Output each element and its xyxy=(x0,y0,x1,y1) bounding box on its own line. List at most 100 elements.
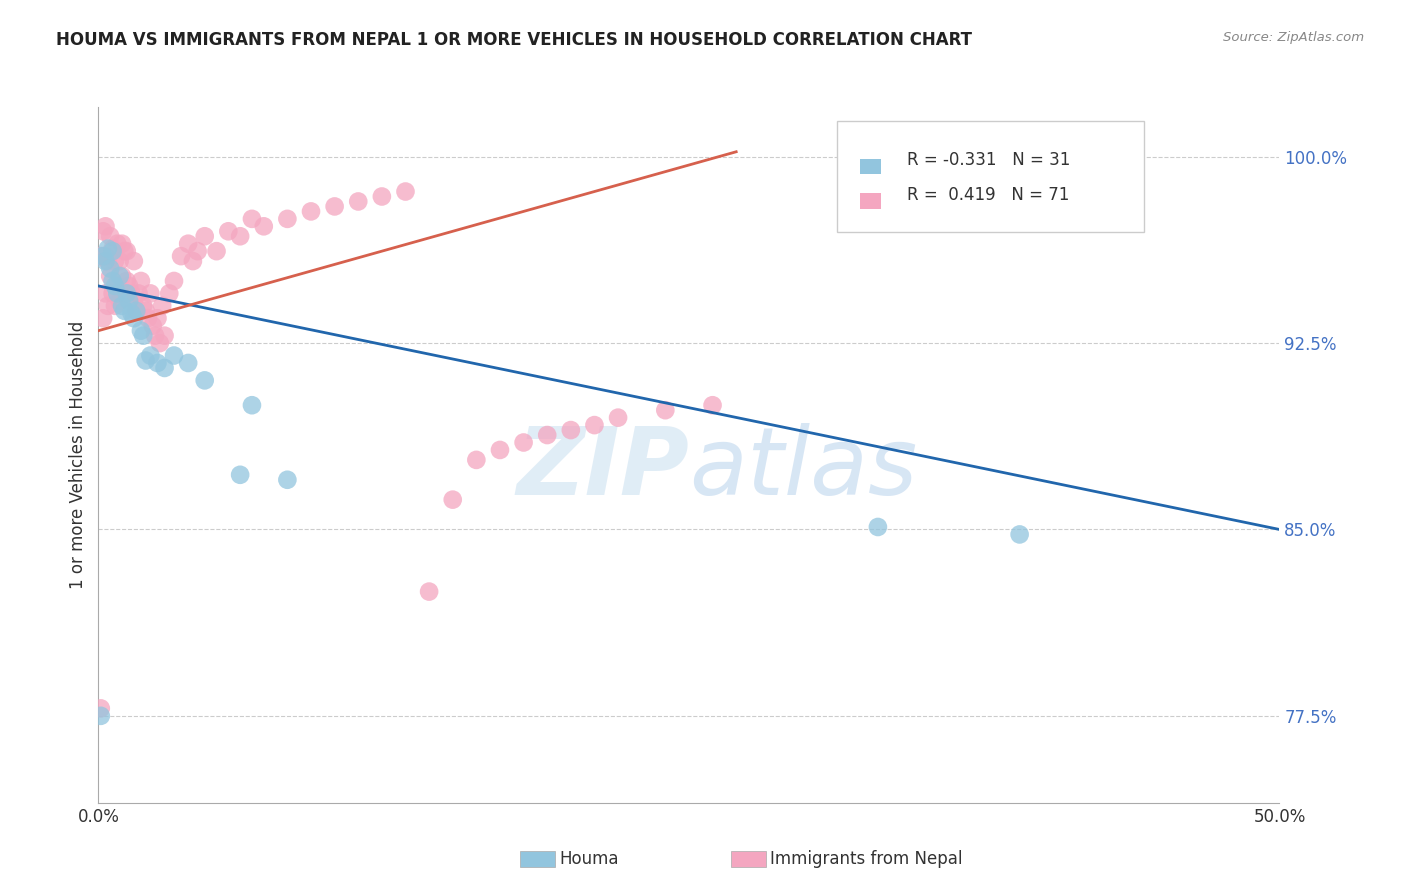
FancyBboxPatch shape xyxy=(860,194,882,209)
Point xyxy=(98,261,121,276)
Point xyxy=(489,442,512,457)
Y-axis label: 1 or more Vehicles in Household: 1 or more Vehicles in Household xyxy=(69,321,87,589)
Point xyxy=(101,274,124,288)
Point xyxy=(866,520,889,534)
Point xyxy=(98,229,121,244)
Point xyxy=(229,467,252,482)
Point xyxy=(170,249,193,263)
Point xyxy=(465,453,488,467)
Text: R = -0.331   N = 31: R = -0.331 N = 31 xyxy=(907,151,1071,169)
Point xyxy=(394,185,416,199)
Point xyxy=(181,254,204,268)
Point xyxy=(121,306,143,320)
Point xyxy=(512,435,534,450)
Point xyxy=(276,473,298,487)
Text: R =  0.419   N = 71: R = 0.419 N = 71 xyxy=(907,186,1070,203)
Point xyxy=(702,398,724,412)
Point xyxy=(91,249,114,263)
Point xyxy=(105,286,128,301)
Point xyxy=(94,219,117,234)
Point xyxy=(97,242,120,256)
Point xyxy=(122,254,145,268)
Point xyxy=(105,236,128,251)
Point xyxy=(101,286,124,301)
Point xyxy=(654,403,676,417)
Point xyxy=(132,299,155,313)
Point xyxy=(94,249,117,263)
Point xyxy=(229,229,252,244)
Point xyxy=(347,194,370,209)
Point xyxy=(97,254,120,268)
Point xyxy=(105,279,128,293)
Point xyxy=(146,356,169,370)
Point xyxy=(112,286,135,301)
Point xyxy=(194,373,217,387)
Point xyxy=(111,236,134,251)
Point xyxy=(129,274,152,288)
Point xyxy=(112,303,135,318)
Text: Houma: Houma xyxy=(560,850,619,868)
Point xyxy=(240,398,263,412)
Point xyxy=(94,286,117,301)
Text: atlas: atlas xyxy=(689,424,917,515)
Point xyxy=(177,356,200,370)
Point xyxy=(194,229,217,244)
Point xyxy=(90,249,112,263)
Text: Immigrants from Nepal: Immigrants from Nepal xyxy=(770,850,963,868)
Point xyxy=(94,254,117,268)
Point xyxy=(108,293,131,308)
Point xyxy=(125,303,148,318)
Point xyxy=(371,189,394,203)
Point xyxy=(91,311,114,326)
Point xyxy=(104,279,127,293)
Point xyxy=(108,254,131,268)
Point xyxy=(187,244,209,259)
Point xyxy=(115,244,138,259)
Point xyxy=(536,428,558,442)
Point xyxy=(607,410,630,425)
Point xyxy=(163,349,186,363)
Point xyxy=(149,336,172,351)
Point xyxy=(125,303,148,318)
Point xyxy=(142,318,165,333)
Point xyxy=(104,299,127,313)
Point xyxy=(104,254,127,268)
Point xyxy=(177,236,200,251)
Point xyxy=(146,311,169,326)
Point xyxy=(135,353,157,368)
Point xyxy=(129,324,152,338)
Point xyxy=(143,328,166,343)
Point xyxy=(118,293,141,308)
FancyBboxPatch shape xyxy=(837,121,1143,232)
Point xyxy=(153,328,176,343)
Point xyxy=(91,224,114,238)
Point xyxy=(323,199,346,213)
Point xyxy=(560,423,582,437)
Point xyxy=(101,244,124,259)
Point xyxy=(153,361,176,376)
Point xyxy=(276,211,298,226)
Point xyxy=(135,303,157,318)
Point xyxy=(118,279,141,293)
Text: ZIP: ZIP xyxy=(516,423,689,515)
Point xyxy=(111,299,134,313)
Point xyxy=(97,299,120,313)
Point xyxy=(157,286,180,301)
Point xyxy=(101,242,124,256)
Point xyxy=(150,299,173,313)
Point xyxy=(136,311,159,326)
Point xyxy=(205,244,228,259)
Point xyxy=(418,584,440,599)
Point xyxy=(132,328,155,343)
Point xyxy=(98,268,121,283)
Point xyxy=(121,286,143,301)
FancyBboxPatch shape xyxy=(860,159,882,174)
Point xyxy=(253,219,276,234)
Point xyxy=(115,286,138,301)
Point xyxy=(111,268,134,283)
Text: HOUMA VS IMMIGRANTS FROM NEPAL 1 OR MORE VEHICLES IN HOUSEHOLD CORRELATION CHART: HOUMA VS IMMIGRANTS FROM NEPAL 1 OR MORE… xyxy=(56,31,972,49)
Point xyxy=(108,268,131,283)
Point xyxy=(139,349,162,363)
Point xyxy=(139,286,162,301)
Point xyxy=(299,204,322,219)
